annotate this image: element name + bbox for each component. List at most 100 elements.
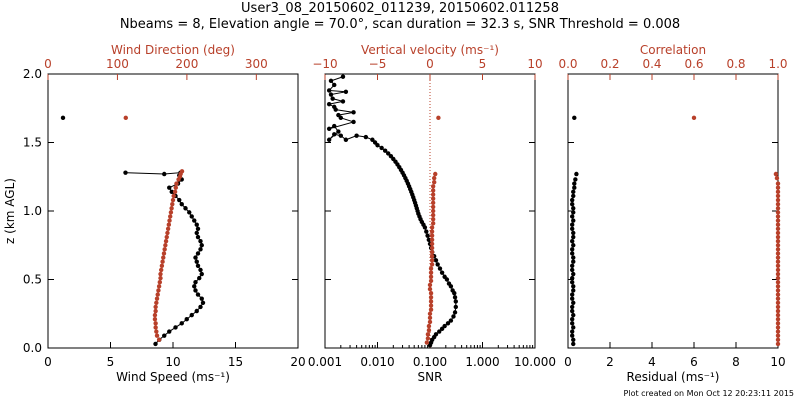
panel-wind-bottom-tick-label: 10 bbox=[165, 355, 180, 369]
panel-wind-series-2-point bbox=[162, 247, 167, 252]
panel-w-series-0-point bbox=[332, 82, 337, 88]
panel-corr-series-2-point bbox=[775, 267, 781, 273]
panel-corr-series-2-point bbox=[775, 193, 781, 199]
panel-w-top-tick-label: −10 bbox=[312, 57, 337, 71]
panel-w-series-0-point bbox=[448, 318, 454, 323]
panel-wind-series-0-point bbox=[184, 317, 189, 322]
panel-corr-bottom-tick-label: 2 bbox=[606, 355, 614, 369]
panel-w-series-0-point bbox=[370, 137, 375, 142]
panel-wind-series-2-point bbox=[170, 201, 175, 207]
panel-w-series-1-point bbox=[427, 286, 433, 292]
panel-corr-series-0-point bbox=[571, 341, 576, 347]
panel-wind-series-2-point bbox=[154, 329, 159, 334]
panel-wind-series-2-point bbox=[165, 230, 170, 236]
panel-w-series-1-point bbox=[428, 303, 434, 308]
panel-w-series-0-point bbox=[379, 145, 384, 151]
panel-w-series-0-point bbox=[351, 119, 356, 125]
panel-corr-series-2-point bbox=[775, 284, 781, 289]
panel-wind-series-2-point bbox=[158, 267, 164, 273]
panel-wind-series-2-point bbox=[153, 304, 158, 310]
panel-corr-series-2-point bbox=[775, 321, 781, 326]
panel-wind-series-2-point bbox=[156, 288, 161, 293]
panel-corr-series-0-point bbox=[570, 280, 575, 285]
panel-w-series-0-point bbox=[332, 132, 337, 137]
panel-w-series-0-point bbox=[451, 314, 456, 319]
panel-wind-series-0-point bbox=[198, 304, 203, 310]
panel-corr-series-0-point bbox=[570, 317, 575, 322]
panel-corr-series-0-point bbox=[571, 243, 576, 248]
panel-wind-series-0-point bbox=[195, 226, 201, 232]
panel-w-bottom-tick-label: 1.000 bbox=[465, 355, 499, 369]
panel-w-series-0-point bbox=[445, 321, 451, 326]
panel-w-series-1-point bbox=[432, 180, 437, 185]
panel-wind-series-0-point bbox=[195, 263, 201, 268]
panel-corr-series-0-point bbox=[570, 308, 575, 314]
panel-corr-series-0-point bbox=[571, 189, 576, 195]
panel-corr-series-2-point bbox=[775, 234, 781, 240]
panel-corr-series-0-point bbox=[571, 218, 576, 223]
panel-w-series-0-point bbox=[453, 299, 458, 304]
y-tick-label: 0.5 bbox=[23, 273, 42, 287]
panel-w-series-1-point bbox=[430, 184, 436, 189]
panel-wind-series-2-point bbox=[163, 238, 169, 244]
panel-corr-series-0-point bbox=[570, 321, 575, 326]
panel-wind-series-2-point bbox=[179, 169, 185, 174]
panel-wind-series-2-point bbox=[157, 280, 163, 285]
panel-w-top-axis-title: Vertical velocity (ms⁻¹) bbox=[361, 43, 499, 57]
panel-w-series-1-point bbox=[429, 249, 435, 255]
panel-w-series-1-point bbox=[430, 204, 436, 210]
panel-corr-series-2-point bbox=[775, 181, 781, 186]
panel-wind-series-2-point bbox=[163, 243, 168, 248]
panel-wind-series-2-point bbox=[154, 296, 160, 301]
panel-corr-series-2-point bbox=[775, 210, 781, 215]
panel-corr-series-0-point bbox=[570, 333, 575, 338]
panel-corr-series-2-point bbox=[775, 251, 781, 256]
panel-w-series-0-point bbox=[326, 101, 332, 107]
panel-wind-series-0-point bbox=[193, 280, 198, 285]
panel-w-series-0-point bbox=[338, 133, 344, 138]
panel-w-series-1-point bbox=[425, 336, 431, 341]
panel-w-series-1-point bbox=[428, 266, 434, 271]
panel-w-series-2-point bbox=[436, 115, 441, 121]
panel-wind-series-2-point bbox=[167, 218, 172, 223]
panel-corr-series-2-point bbox=[775, 271, 781, 277]
panel-corr-series-0-point bbox=[572, 181, 577, 186]
panel-w-series-0-point bbox=[332, 104, 337, 110]
panel-wind-series-0-point bbox=[123, 170, 128, 175]
panel-corr-series-0-point bbox=[570, 267, 575, 273]
panel-corr-bottom-tick-label: 4 bbox=[648, 355, 656, 369]
panel-corr-series-0-point bbox=[571, 206, 576, 211]
panel-w-series-1-point bbox=[429, 262, 435, 267]
panel-corr-series-2-point bbox=[775, 189, 781, 195]
y-tick-label: 0.0 bbox=[23, 341, 42, 355]
panel-wind-bottom-tick-label: 15 bbox=[228, 355, 243, 369]
panel-wind-series-0-point bbox=[173, 325, 178, 330]
panel-wind-series-0-point bbox=[189, 214, 194, 219]
panel-corr-series-2-point bbox=[775, 238, 781, 244]
panel-wind-top-tick-label: 200 bbox=[175, 57, 198, 71]
panel-wind-series-2-point bbox=[155, 292, 160, 297]
panel-wind-series-2-point bbox=[160, 259, 165, 264]
panel-corr-series-2-point bbox=[775, 243, 781, 248]
panel-wind-series-2-point bbox=[154, 333, 160, 338]
chart-subtitle: Nbeams = 8, Elevation angle = 70.0°, sca… bbox=[119, 17, 681, 32]
panel-corr-series-2-point bbox=[775, 280, 781, 285]
panel-wind-top-tick-label: 0 bbox=[44, 57, 52, 71]
panel-wind-series-2-point bbox=[153, 325, 158, 330]
panel-w-series-0-point bbox=[433, 258, 439, 263]
panel-wind-bottom-axis-title: Wind Speed (ms⁻¹) bbox=[116, 370, 230, 384]
panel-corr-series-0-point bbox=[571, 300, 576, 305]
panel-w-series-1-point bbox=[429, 258, 435, 263]
panel-w-series-0-point bbox=[386, 151, 391, 156]
panel-wind-series-0-point bbox=[167, 329, 172, 334]
panel-corr-series-0-point bbox=[570, 226, 575, 232]
panel-w-series-1-point bbox=[432, 175, 437, 181]
panel-corr-top-tick-label: 1.0 bbox=[768, 57, 787, 71]
panel-wind-series-0-point bbox=[200, 300, 206, 305]
panel-corr-series-0-point bbox=[571, 325, 576, 330]
panel-w-series-1-point bbox=[428, 295, 434, 300]
panel-corr-top-tick-label: 0.0 bbox=[558, 57, 577, 71]
panel-corr-series-0-point bbox=[571, 193, 576, 199]
panel-w-series-1-point bbox=[430, 192, 436, 197]
panel-w-series-0-point bbox=[354, 133, 359, 138]
